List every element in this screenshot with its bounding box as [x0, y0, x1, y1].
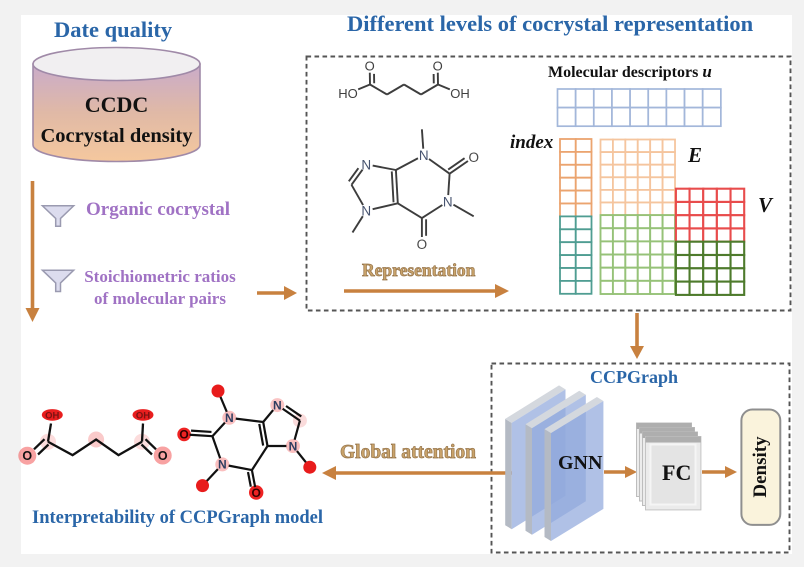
svg-text:O: O [179, 428, 188, 442]
svg-text:N: N [361, 157, 371, 172]
svg-text:O: O [468, 150, 479, 165]
svg-text:N: N [218, 458, 227, 472]
svg-text:OH: OH [136, 410, 150, 421]
svg-text:N: N [443, 194, 453, 209]
svg-text:N: N [419, 148, 429, 163]
svg-text:O: O [252, 486, 261, 500]
svg-text:N: N [225, 411, 234, 425]
svg-text:O: O [433, 58, 443, 73]
svg-text:OH: OH [45, 410, 59, 421]
svg-text:O: O [417, 237, 428, 252]
svg-text:O: O [22, 449, 32, 463]
svg-text:HO: HO [338, 86, 358, 101]
svg-text:OH: OH [450, 86, 470, 101]
svg-text:O: O [365, 58, 375, 73]
svg-text:N: N [361, 204, 371, 219]
svg-text:O: O [158, 449, 168, 463]
svg-text:N: N [273, 398, 282, 412]
svg-text:N: N [289, 439, 298, 453]
